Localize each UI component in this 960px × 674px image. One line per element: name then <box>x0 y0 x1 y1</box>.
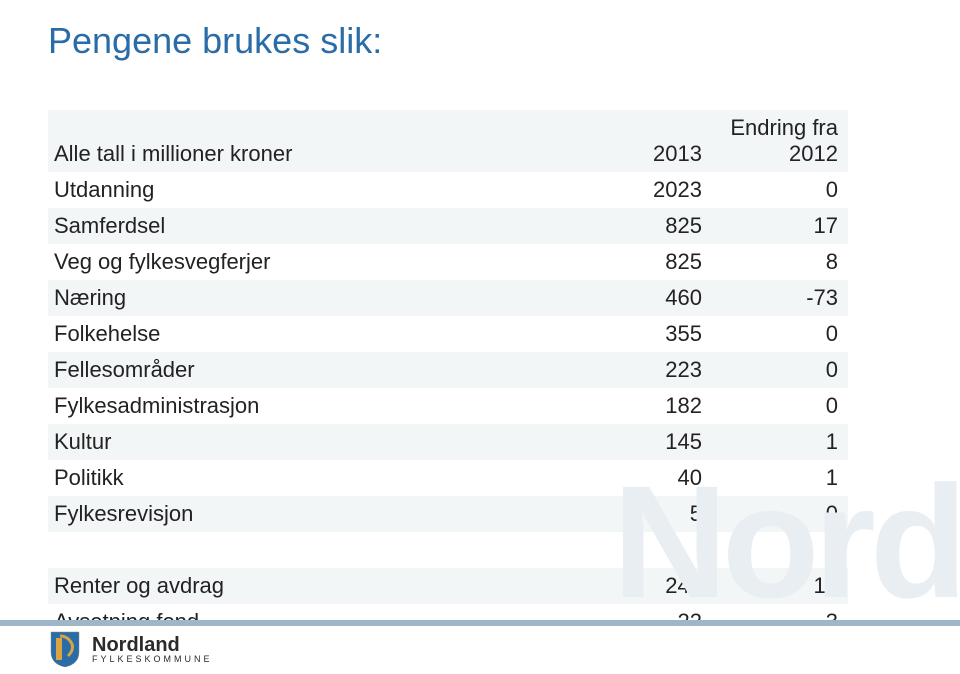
cell-label: Samferdsel <box>48 208 576 244</box>
cell-label: Fylkesrevisjon <box>48 496 576 532</box>
cell-delta: 0 <box>712 172 848 208</box>
table-row: Næring460-73 <box>48 280 848 316</box>
table-row: Veg og fylkesvegferjer8258 <box>48 244 848 280</box>
cell-label: Folkehelse <box>48 316 576 352</box>
cell-2013: 2023 <box>576 172 712 208</box>
watermark-text: Nordl <box>612 450 960 634</box>
cell-label: Fellesområder <box>48 352 576 388</box>
table-row: Utdanning20230 <box>48 172 848 208</box>
cell-label: Politikk <box>48 460 576 496</box>
slide: Pengene brukes slik: Alle tall i million… <box>0 0 960 674</box>
cell-2013: 223 <box>576 352 712 388</box>
cell-label: Renter og avdrag <box>48 568 576 604</box>
cell-delta: 0 <box>712 316 848 352</box>
cell-label: Næring <box>48 280 576 316</box>
logo-subtitle: FYLKESKOMMUNE <box>92 655 213 664</box>
cell-label: Fylkesadministrasjon <box>48 388 576 424</box>
col-header-label: Alle tall i millioner kroner <box>48 110 576 172</box>
logo-name: Nordland <box>92 635 213 655</box>
footer: Nordland FYLKESKOMMUNE <box>0 620 960 674</box>
col-header-delta: Endring fra 2012 <box>712 110 848 172</box>
cell-label: Utdanning <box>48 172 576 208</box>
cell-label: Veg og fylkesvegferjer <box>48 244 576 280</box>
col-header-2013: 2013 <box>576 110 712 172</box>
table-header-row: Alle tall i millioner kroner 2013 Endrin… <box>48 110 848 172</box>
cell-2013: 355 <box>576 316 712 352</box>
cell-2013: 182 <box>576 388 712 424</box>
table-row: Fylkesadministrasjon1820 <box>48 388 848 424</box>
cell-label: Kultur <box>48 424 576 460</box>
cell-delta: 17 <box>712 208 848 244</box>
cell-delta: 0 <box>712 388 848 424</box>
table-row: Samferdsel82517 <box>48 208 848 244</box>
cell-2013: 460 <box>576 280 712 316</box>
cell-2013: 825 <box>576 208 712 244</box>
cell-delta: -73 <box>712 280 848 316</box>
cell-2013: 825 <box>576 244 712 280</box>
page-title: Pengene brukes slik: <box>48 20 382 62</box>
table-row: Fellesområder2230 <box>48 352 848 388</box>
table-row: Folkehelse3550 <box>48 316 848 352</box>
logo: Nordland FYLKESKOMMUNE <box>48 630 213 668</box>
cell-delta: 0 <box>712 352 848 388</box>
crest-icon <box>48 630 82 668</box>
logo-text: Nordland FYLKESKOMMUNE <box>92 635 213 664</box>
cell-delta: 8 <box>712 244 848 280</box>
